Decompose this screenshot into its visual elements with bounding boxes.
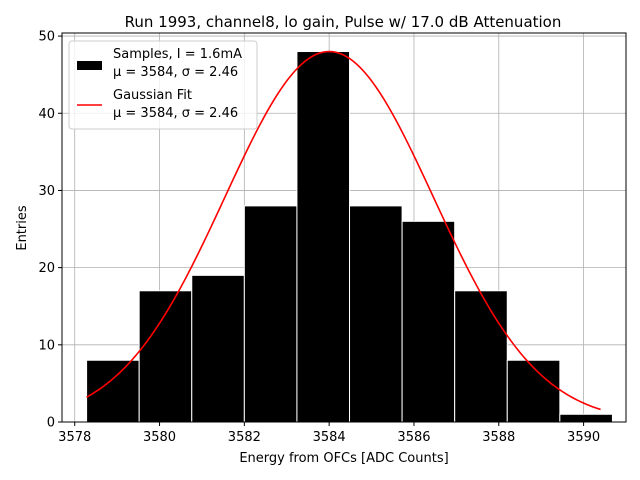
x-axis-label: Energy from OFCs [ADC Counts] xyxy=(239,451,448,466)
legend-fit-stats: μ = 3584, σ = 2.46 xyxy=(113,106,238,121)
y-axis-ticks: 0 10 20 30 40 50 xyxy=(38,30,62,431)
histogram-bar xyxy=(559,413,613,423)
y-tick-label: 20 xyxy=(38,261,55,276)
gaussian-fit-curve xyxy=(86,50,601,411)
histogram-bar xyxy=(506,359,561,423)
chart-title: Run 1993, channel8, lo gain, Pulse w/ 17… xyxy=(125,13,562,31)
histogram-bar xyxy=(401,220,456,423)
y-tick-label: 40 xyxy=(38,107,55,122)
legend-fit-label: Gaussian Fit xyxy=(113,88,192,103)
y-axis-label: Entries xyxy=(15,205,30,251)
y-tick-label: 30 xyxy=(38,184,55,199)
y-tick-label: 0 xyxy=(47,416,55,431)
legend-samples-label: Samples, I = 1.6mA xyxy=(113,47,242,62)
x-tick-label: 3586 xyxy=(397,430,430,445)
legend: Samples, I = 1.6mA μ = 3584, σ = 2.46 Ga… xyxy=(68,40,258,130)
plot-frame xyxy=(61,32,627,423)
y-tick-label: 10 xyxy=(38,338,55,353)
legend-box xyxy=(68,40,258,130)
legend-samples-swatch xyxy=(77,61,102,70)
x-axis-ticks: 3578 3580 3582 3584 3586 3588 3590 xyxy=(58,422,600,445)
y-tick-label: 50 xyxy=(38,30,55,45)
x-tick-label: 3582 xyxy=(228,430,261,445)
x-tick-label: 3584 xyxy=(313,430,346,445)
gaussian-fit xyxy=(86,50,601,411)
histogram-bar xyxy=(86,359,140,423)
x-tick-label: 3578 xyxy=(58,430,91,445)
histogram-bar xyxy=(454,290,508,423)
histogram-bar xyxy=(349,205,403,423)
histogram-bar xyxy=(191,274,245,423)
histogram-bar xyxy=(243,205,298,423)
x-tick-label: 3590 xyxy=(567,430,600,445)
x-tick-label: 3588 xyxy=(482,430,515,445)
histogram-bars xyxy=(86,51,613,423)
x-tick-label: 3580 xyxy=(143,430,176,445)
histogram-bar xyxy=(296,51,351,423)
histogram-bar xyxy=(138,290,193,423)
legend-samples-stats: μ = 3584, σ = 2.46 xyxy=(113,65,238,80)
